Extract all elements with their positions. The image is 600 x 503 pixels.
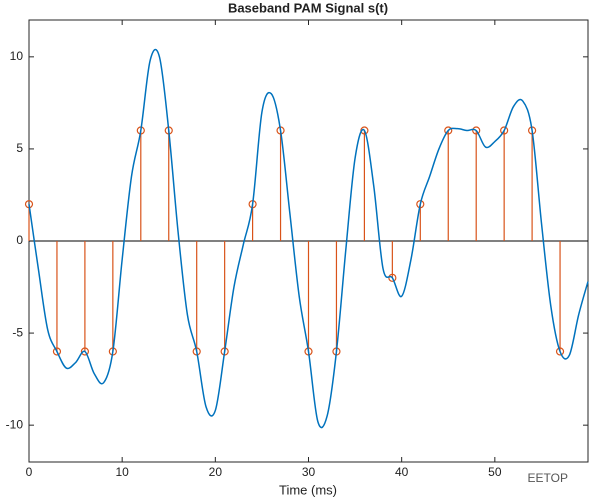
x-tick-label: 30 xyxy=(302,465,316,479)
stem-marker xyxy=(388,273,397,282)
stem-marker xyxy=(80,347,90,356)
stem-marker xyxy=(472,126,481,135)
x-tick-label: 20 xyxy=(209,465,223,479)
y-tick-label: 0 xyxy=(16,233,23,247)
stem-marker xyxy=(500,126,509,135)
chart-title: Baseband PAM Signal s(t) xyxy=(228,0,388,15)
y-tick-label: -10 xyxy=(6,417,24,431)
x-tick-label: 10 xyxy=(115,465,129,479)
stem-marker xyxy=(52,347,62,356)
y-tick-label: 5 xyxy=(16,141,23,155)
y-tick-label: 10 xyxy=(10,49,24,63)
stem-marker xyxy=(555,347,565,356)
signal-line xyxy=(28,48,589,429)
x-tick-label: 40 xyxy=(395,465,409,479)
stem-marker xyxy=(444,126,453,135)
x-tick-label: 50 xyxy=(488,465,502,479)
x-tick-label: 0 xyxy=(26,465,33,479)
x-axis-label: Time (ms) xyxy=(279,482,337,497)
y-tick-label: -5 xyxy=(12,325,23,339)
watermark: EETOP xyxy=(528,471,568,485)
